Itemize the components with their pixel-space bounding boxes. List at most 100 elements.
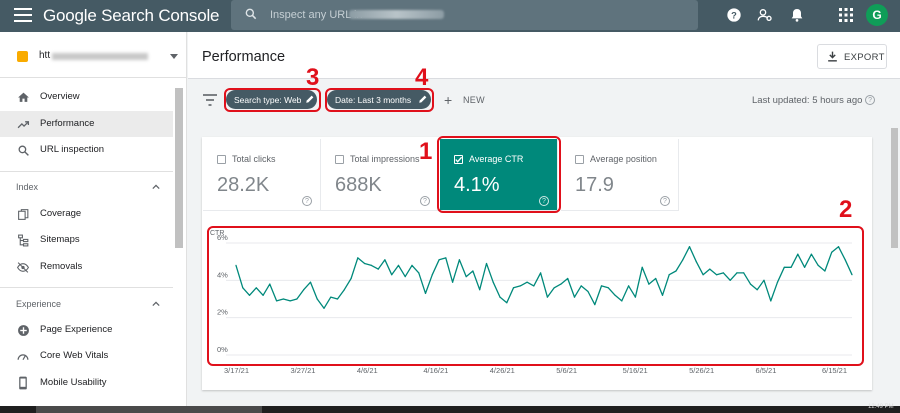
ctr-data-point[interactable] — [810, 253, 813, 255]
ctr-data-point[interactable] — [797, 253, 799, 255]
ctr-data-point[interactable] — [560, 283, 562, 285]
ctr-data-point[interactable] — [370, 264, 372, 266]
filter-icon[interactable] — [203, 94, 217, 106]
ctr-data-point[interactable] — [411, 264, 413, 266]
ctr-data-point[interactable] — [289, 300, 291, 302]
checkbox-unchecked-icon[interactable] — [575, 155, 584, 164]
ctr-data-point[interactable] — [600, 285, 603, 287]
ctr-data-point[interactable] — [540, 272, 542, 274]
ctr-data-point[interactable] — [790, 266, 792, 268]
ctr-data-point[interactable] — [458, 259, 460, 261]
sidebar-item-mobile-usability[interactable]: Mobile Usability — [0, 370, 173, 396]
ctr-data-point[interactable] — [695, 261, 697, 263]
checkbox-unchecked-icon[interactable] — [335, 155, 344, 164]
sidebar-item-removals[interactable]: Removals — [0, 254, 173, 280]
ctr-data-point[interactable] — [276, 300, 278, 302]
ctr-data-point[interactable] — [722, 272, 725, 274]
ctr-data-point[interactable] — [688, 246, 691, 248]
ctr-data-point[interactable] — [404, 276, 406, 278]
menu-icon[interactable] — [14, 8, 32, 24]
ctr-data-point[interactable] — [770, 300, 772, 302]
ctr-data-point[interactable] — [336, 298, 339, 300]
ctr-data-point[interactable] — [776, 281, 779, 283]
ctr-data-point[interactable] — [323, 307, 325, 309]
ctr-data-point[interactable] — [567, 277, 569, 280]
manage-users-icon[interactable] — [757, 7, 773, 23]
metric-average-position[interactable]: Average position 17.9 ? — [561, 139, 679, 211]
ctr-data-point[interactable] — [763, 279, 765, 281]
ctr-data-point[interactable] — [316, 298, 318, 300]
ctr-data-point[interactable] — [384, 259, 386, 261]
checkbox-unchecked-icon[interactable] — [217, 155, 226, 164]
ctr-data-point[interactable] — [472, 270, 474, 272]
ctr-data-point[interactable] — [235, 264, 237, 266]
ctr-data-point[interactable] — [804, 266, 806, 268]
ctr-data-point[interactable] — [343, 289, 345, 291]
ctr-data-point[interactable] — [743, 272, 745, 274]
ctr-data-point[interactable] — [492, 281, 494, 283]
ctr-data-point[interactable] — [831, 251, 833, 253]
sidebar-item-core-web-vitals[interactable]: Core Web Vitals — [0, 343, 173, 369]
ctr-data-point[interactable] — [303, 289, 305, 291]
ctr-data-point[interactable] — [648, 283, 650, 285]
ctr-data-point[interactable] — [736, 272, 738, 274]
metric-average-ctr[interactable]: Average CTR 4.1% ? — [440, 139, 558, 211]
ctr-data-point[interactable] — [729, 279, 731, 281]
ctr-data-point[interactable] — [587, 290, 589, 293]
ctr-data-point[interactable] — [702, 274, 704, 276]
ctr-data-point[interactable] — [499, 296, 501, 298]
ctr-data-point[interactable] — [350, 277, 352, 280]
sidebar-item-coverage[interactable]: Coverage — [0, 201, 173, 227]
ctr-data-point[interactable] — [248, 294, 251, 296]
ctr-data-point[interactable] — [661, 294, 664, 296]
ctr-data-point[interactable] — [296, 298, 298, 300]
sidebar-item-url-inspection[interactable]: URL inspection — [0, 137, 173, 163]
ctr-data-point[interactable] — [573, 296, 576, 298]
ctr-data-point[interactable] — [445, 257, 447, 259]
ctr-data-point[interactable] — [526, 281, 528, 283]
help-icon[interactable]: ? — [660, 195, 670, 206]
ctr-data-point[interactable] — [716, 274, 718, 276]
ctr-data-point[interactable] — [756, 289, 758, 291]
ctr-data-point[interactable] — [330, 296, 332, 298]
help-icon[interactable]: ? — [726, 7, 742, 23]
sidebar-item-performance[interactable]: Performance — [0, 111, 173, 137]
ctr-data-point[interactable] — [309, 281, 312, 283]
checkbox-checked-icon[interactable] — [454, 155, 463, 164]
ctr-data-point[interactable] — [546, 296, 548, 298]
ctr-data-point[interactable] — [628, 285, 630, 287]
sidebar-item-page-experience[interactable]: Page Experience — [0, 317, 173, 343]
chevron-up-icon[interactable] — [152, 183, 160, 191]
ctr-data-point[interactable] — [424, 292, 427, 294]
ctr-data-point[interactable] — [682, 259, 684, 261]
section-header-experience[interactable]: Experience — [16, 299, 62, 309]
scrollbar-thumb[interactable] — [891, 128, 898, 248]
chevron-up-icon[interactable] — [152, 300, 160, 308]
ctr-data-point[interactable] — [641, 266, 643, 268]
ctr-data-point[interactable] — [709, 268, 711, 270]
ctr-data-point[interactable] — [255, 287, 257, 289]
ctr-data-point[interactable] — [485, 262, 488, 265]
ctr-data-point[interactable] — [465, 276, 467, 278]
ctr-data-point[interactable] — [824, 270, 826, 272]
ctr-data-point[interactable] — [817, 264, 819, 266]
ctr-data-point[interactable] — [533, 285, 535, 287]
ctr-data-point[interactable] — [668, 274, 670, 276]
ctr-data-point[interactable] — [452, 281, 454, 283]
ctr-data-point[interactable] — [749, 283, 752, 285]
ctr-data-point[interactable] — [506, 302, 508, 304]
ctr-data-point[interactable] — [607, 287, 609, 289]
main-scrollbar[interactable] — [889, 80, 900, 406]
apps-grid-icon[interactable] — [838, 7, 854, 23]
ctr-data-point[interactable] — [391, 274, 393, 276]
sidebar-scrollbar[interactable] — [175, 88, 183, 248]
help-icon[interactable]: ? — [539, 195, 549, 206]
ctr-data-point[interactable] — [621, 300, 623, 302]
ctr-data-point[interactable] — [397, 264, 400, 266]
notifications-icon[interactable] — [789, 7, 805, 23]
url-inspect-search-input[interactable]: Inspect any URL in — [231, 0, 698, 30]
ctr-data-point[interactable] — [675, 270, 677, 272]
ctr-data-point[interactable] — [364, 262, 366, 265]
ctr-data-point[interactable] — [512, 287, 515, 289]
ctr-data-point[interactable] — [282, 298, 284, 300]
